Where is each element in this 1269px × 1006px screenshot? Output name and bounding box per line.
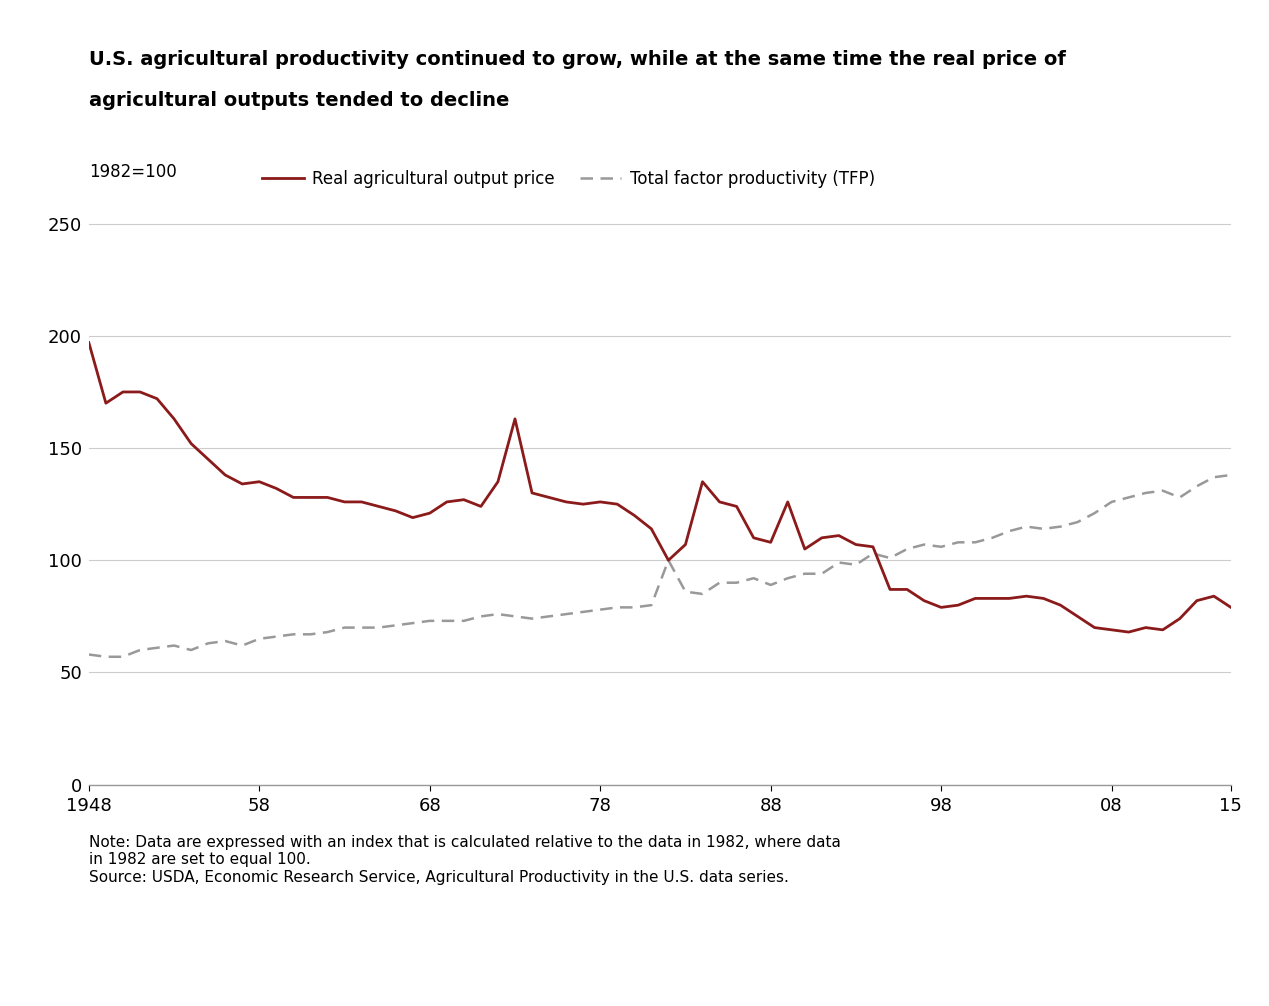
Text: Note: Data are expressed with an index that is calculated relative to the data i: Note: Data are expressed with an index t…: [89, 835, 840, 885]
Total factor productivity (TFP): [1223, 469, 1239, 481]
Text: 1982=100: 1982=100: [89, 163, 176, 181]
Total factor productivity (TFP): [98, 651, 113, 663]
Line: Real agricultural output price: Real agricultural output price: [89, 343, 1231, 632]
Real agricultural output price: [558, 496, 574, 508]
Legend: Real agricultural output price, Total factor productivity (TFP): Real agricultural output price, Total fa…: [255, 163, 882, 194]
Real agricultural output price: [336, 496, 352, 508]
Text: U.S. agricultural productivity continued to grow, while at the same time the rea: U.S. agricultural productivity continued…: [89, 50, 1066, 69]
Total factor productivity (TFP): [576, 606, 591, 618]
Real agricultural output price: [354, 496, 369, 508]
Total factor productivity (TFP): [354, 622, 369, 634]
Total factor productivity (TFP): [1121, 491, 1136, 503]
Total factor productivity (TFP): [763, 578, 778, 591]
Total factor productivity (TFP): [746, 572, 761, 584]
Text: agricultural outputs tended to decline: agricultural outputs tended to decline: [89, 91, 509, 110]
Real agricultural output price: [1104, 624, 1119, 636]
Line: Total factor productivity (TFP): Total factor productivity (TFP): [89, 475, 1231, 657]
Real agricultural output price: [728, 500, 744, 512]
Real agricultural output price: [81, 337, 96, 349]
Total factor productivity (TFP): [81, 649, 96, 661]
Real agricultural output price: [1223, 602, 1239, 614]
Real agricultural output price: [1121, 626, 1136, 638]
Real agricultural output price: [746, 532, 761, 544]
Total factor productivity (TFP): [371, 622, 386, 634]
